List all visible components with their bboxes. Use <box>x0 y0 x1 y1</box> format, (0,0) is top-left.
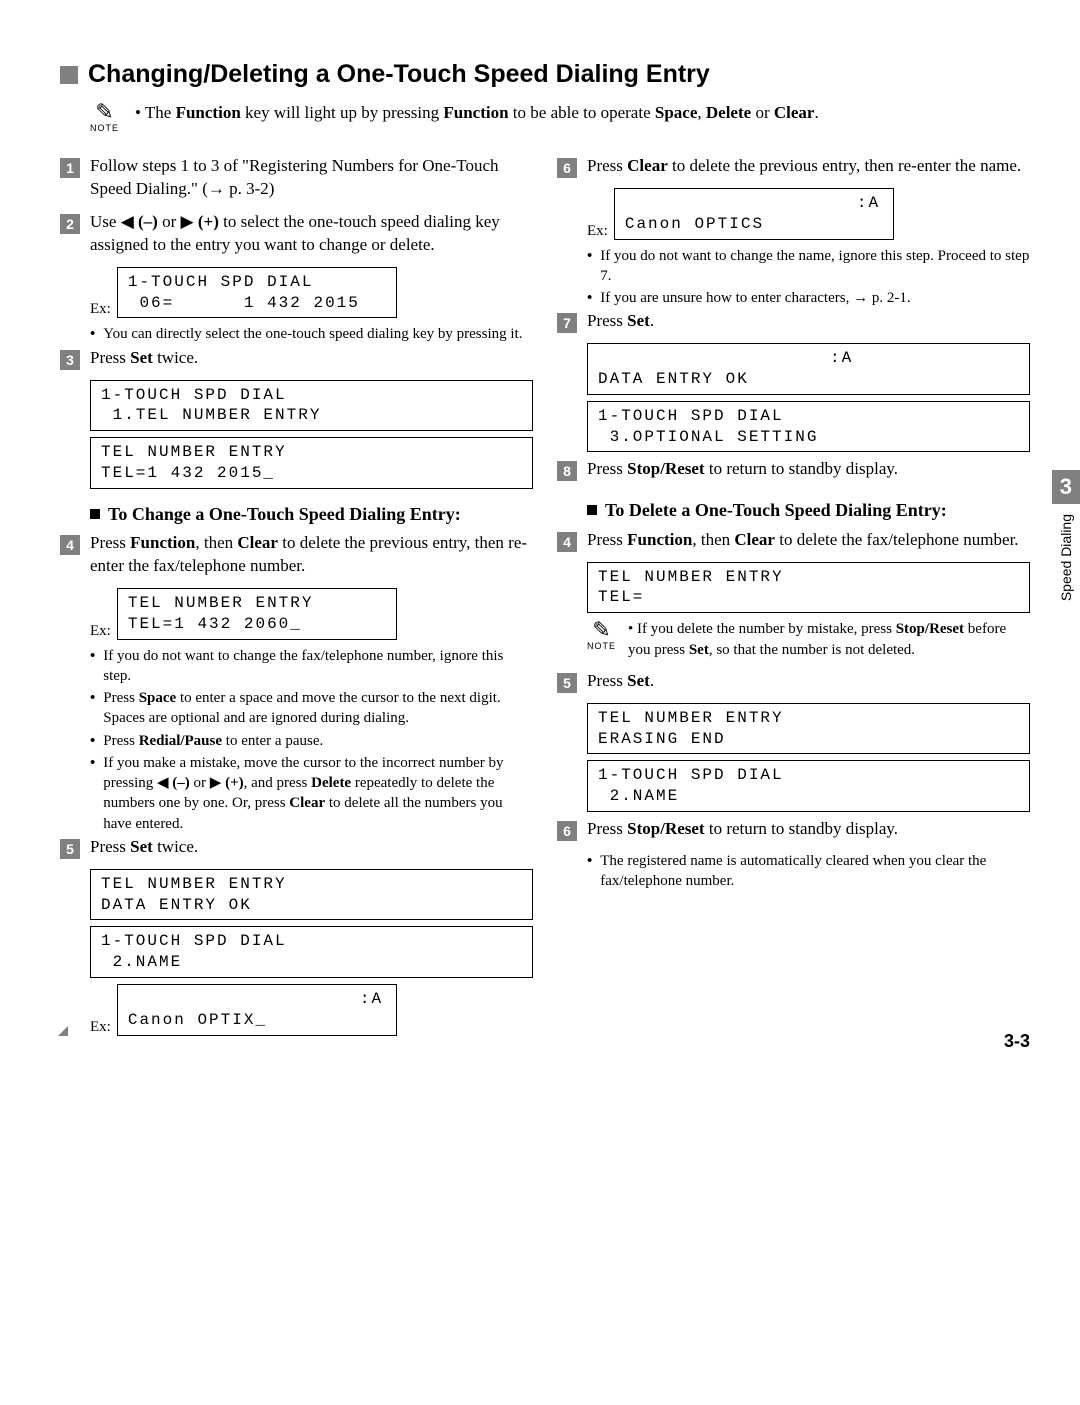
note-label: NOTE <box>90 123 119 133</box>
step-5-text: Press Set twice. <box>90 836 533 859</box>
step-1-text: Follow steps 1 to 3 of "Registering Numb… <box>90 155 533 201</box>
lcd-display: TEL NUMBER ENTRY TEL= <box>587 562 1030 614</box>
lcd-display: 1-TOUCH SPD DIAL 1.TEL NUMBER ENTRY <box>90 380 533 432</box>
step-6b-bullets: The registered name is automatically cle… <box>587 851 1030 892</box>
ex-label: Ex: <box>90 623 111 640</box>
step-4-text: Press Function, then Clear to delete the… <box>90 532 533 578</box>
inline-note-4b: ✎ NOTE • If you delete the number by mis… <box>587 619 1030 660</box>
lcd-display: 1-TOUCH SPD DIAL 3.OPTIONAL SETTING <box>587 401 1030 453</box>
subhead-bullet <box>587 505 597 515</box>
lcd-display: TEL NUMBER ENTRY TEL=1 432 2015_ <box>90 437 533 489</box>
chapter-number: 3 <box>1052 470 1080 504</box>
ex-label: Ex: <box>90 1019 111 1036</box>
step-4b: 4 Press Function, then Clear to delete t… <box>557 529 1030 556</box>
subhead-change: To Change a One-Touch Speed Dialing Entr… <box>90 503 533 526</box>
bullet-text: If you make a mistake, move the cursor t… <box>103 753 533 834</box>
lcd-display: :A Canon OPTIX_ <box>117 984 397 1036</box>
subhead-delete-text: To Delete a One-Touch Speed Dialing Entr… <box>605 499 947 522</box>
step-8-text: Press Stop/Reset to return to standby di… <box>587 458 1030 481</box>
note-icon-block: ✎ NOTE <box>90 101 119 133</box>
subhead-change-text: To Change a One-Touch Speed Dialing Entr… <box>108 503 461 526</box>
pencil-icon: ✎ <box>592 619 610 641</box>
bullet-text: Press Redial/Pause to enter a pause. <box>103 731 323 751</box>
step-3: 3 Press Set twice. <box>60 347 533 374</box>
step-5b: 5 Press Set. <box>557 670 1030 697</box>
step-5b-text: Press Set. <box>587 670 1030 693</box>
step-7: 7 Press Set. <box>557 310 1030 337</box>
right-column: 6 Press Clear to delete the previous ent… <box>557 155 1030 1042</box>
subhead-bullet <box>90 509 100 519</box>
display-row-5c: Ex: :A Canon OPTIX_ <box>90 984 533 1036</box>
page-corner-icon <box>58 1026 68 1036</box>
step-badge-1: 1 <box>60 158 80 178</box>
subhead-delete: To Delete a One-Touch Speed Dialing Entr… <box>587 499 1030 522</box>
bullet-text: The registered name is automatically cle… <box>600 851 1030 892</box>
lcd-display: TEL NUMBER ENTRY TEL=1 432 2060_ <box>117 588 397 640</box>
step-8: 8 Press Stop/Reset to return to standby … <box>557 458 1030 485</box>
step-5: 5 Press Set twice. <box>60 836 533 863</box>
step-badge-6: 6 <box>557 821 577 841</box>
step-badge-2: 2 <box>60 214 80 234</box>
top-note-text: • The Function key will light up by pres… <box>135 101 819 125</box>
bullet-text: If you are unsure how to enter character… <box>600 288 910 308</box>
left-column: 1 Follow steps 1 to 3 of "Registering Nu… <box>60 155 533 1042</box>
lcd-display: :A DATA ENTRY OK <box>587 343 1030 395</box>
note-icon-block: ✎ NOTE <box>587 619 616 651</box>
step-4-bullets: If you do not want to change the fax/tel… <box>90 646 533 834</box>
step-badge-6: 6 <box>557 158 577 178</box>
step-4: 4 Press Function, then Clear to delete t… <box>60 532 533 582</box>
step-badge-3: 3 <box>60 350 80 370</box>
bullet-text: If you do not want to change the name, i… <box>600 246 1030 287</box>
display-row-2: Ex: 1-TOUCH SPD DIAL 06= 1 432 2015 <box>90 267 533 319</box>
page-number: 3-3 <box>1004 1031 1030 1052</box>
top-note: ✎ NOTE • The Function key will light up … <box>90 101 1030 133</box>
step-badge-4: 4 <box>557 532 577 552</box>
chapter-name: Speed Dialing <box>1058 514 1074 601</box>
step-badge-7: 7 <box>557 313 577 333</box>
page-title: Changing/Deleting a One-Touch Speed Dial… <box>88 60 710 89</box>
step-2-bullets: You can directly select the one-touch sp… <box>90 324 533 344</box>
pencil-icon: ✎ <box>95 101 113 123</box>
step-6b: 6 Press Stop/Reset to return to standby … <box>557 818 1030 845</box>
lcd-display: 1-TOUCH SPD DIAL 2.NAME <box>587 760 1030 812</box>
step-badge-4: 4 <box>60 535 80 555</box>
bullet-text: You can directly select the one-touch sp… <box>103 324 522 344</box>
title-bullet <box>60 66 78 84</box>
display-row-6: Ex: :A Canon OPTICS <box>587 188 1030 240</box>
bullet-text: Press Space to enter a space and move th… <box>103 688 533 729</box>
side-tab: 3 Speed Dialing <box>1052 470 1080 601</box>
section-title-row: Changing/Deleting a One-Touch Speed Dial… <box>60 60 1030 89</box>
display-row-4: Ex: TEL NUMBER ENTRY TEL=1 432 2060_ <box>90 588 533 640</box>
step-3-text: Press Set twice. <box>90 347 533 370</box>
step-7-text: Press Set. <box>587 310 1030 333</box>
inline-note-text: • If you delete the number by mistake, p… <box>628 619 1030 660</box>
step-4b-text: Press Function, then Clear to delete the… <box>587 529 1030 552</box>
note-label: NOTE <box>587 641 616 651</box>
bullet-text: If you do not want to change the fax/tel… <box>103 646 533 687</box>
two-column-layout: 1 Follow steps 1 to 3 of "Registering Nu… <box>60 155 1030 1042</box>
lcd-display: :A Canon OPTICS <box>614 188 894 240</box>
step-badge-8: 8 <box>557 461 577 481</box>
lcd-display: 1-TOUCH SPD DIAL 2.NAME <box>90 926 533 978</box>
step-6b-text: Press Stop/Reset to return to standby di… <box>587 818 1030 841</box>
step-2-text: Use ◀ (–) or ▶ (+) to select the one-tou… <box>90 211 533 257</box>
step-6-bullets: If you do not want to change the name, i… <box>587 246 1030 309</box>
ex-label: Ex: <box>90 301 111 318</box>
step-badge-5: 5 <box>557 673 577 693</box>
step-6-text: Press Clear to delete the previous entry… <box>587 155 1030 178</box>
lcd-display: 1-TOUCH SPD DIAL 06= 1 432 2015 <box>117 267 397 319</box>
step-6: 6 Press Clear to delete the previous ent… <box>557 155 1030 182</box>
lcd-display: TEL NUMBER ENTRY ERASING END <box>587 703 1030 755</box>
step-2: 2 Use ◀ (–) or ▶ (+) to select the one-t… <box>60 211 533 261</box>
step-badge-5: 5 <box>60 839 80 859</box>
lcd-display: TEL NUMBER ENTRY DATA ENTRY OK <box>90 869 533 921</box>
ex-label: Ex: <box>587 223 608 240</box>
step-1: 1 Follow steps 1 to 3 of "Registering Nu… <box>60 155 533 205</box>
